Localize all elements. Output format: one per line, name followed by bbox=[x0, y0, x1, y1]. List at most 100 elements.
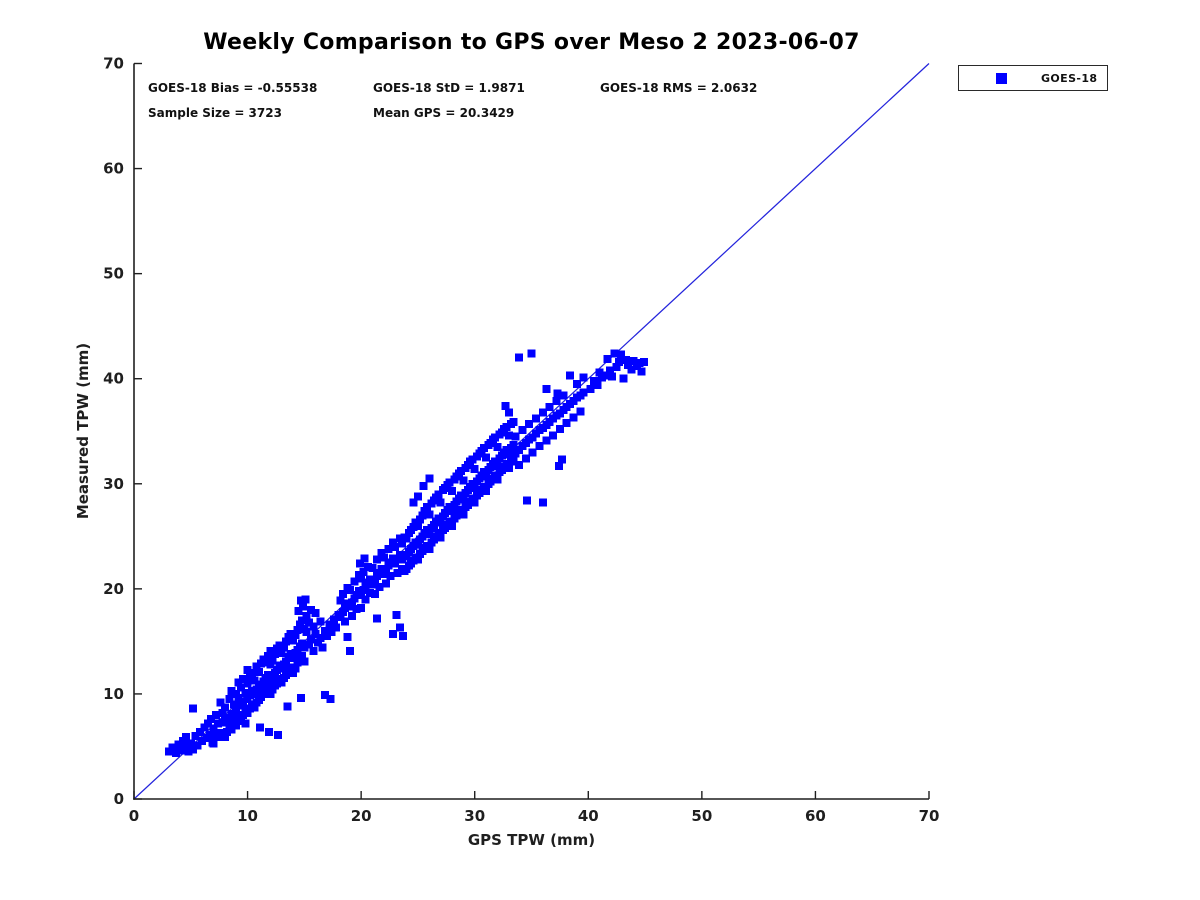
scatter-point bbox=[482, 487, 491, 496]
scatter-point bbox=[639, 357, 648, 366]
scatter-point bbox=[504, 464, 513, 473]
scatter-point bbox=[509, 417, 518, 426]
x-tick-label: 20 bbox=[351, 807, 372, 825]
scatter-point bbox=[307, 605, 316, 614]
scatter-point bbox=[402, 534, 411, 543]
scatter-point bbox=[229, 715, 238, 724]
scatter-point bbox=[521, 454, 530, 463]
scatter-point bbox=[338, 607, 347, 616]
scatter-point bbox=[214, 719, 223, 728]
scatter-point bbox=[320, 690, 329, 699]
scatter-point bbox=[491, 433, 500, 442]
scatter-point bbox=[392, 611, 401, 620]
scatter-point bbox=[295, 620, 304, 629]
scatter-point bbox=[361, 595, 370, 604]
scatter-point bbox=[398, 555, 407, 564]
scatter-point bbox=[250, 703, 259, 712]
scatter-point bbox=[527, 349, 536, 358]
scatter-point bbox=[382, 565, 391, 574]
scatter-point bbox=[307, 635, 316, 644]
scatter-point bbox=[493, 475, 502, 484]
scatter-point bbox=[398, 539, 407, 548]
scatter-point bbox=[504, 408, 513, 417]
scatter-point bbox=[236, 717, 245, 726]
chart-title: Weekly Comparison to GPS over Meso 2 202… bbox=[203, 30, 860, 55]
stat-mean-gps: Mean GPS = 20.3429 bbox=[373, 106, 515, 120]
scatter-point bbox=[248, 668, 257, 677]
scatter-point bbox=[239, 710, 248, 719]
scatter-point bbox=[195, 727, 204, 736]
x-tick-label: 30 bbox=[464, 807, 485, 825]
scatter-point bbox=[250, 689, 259, 698]
scatter-point bbox=[232, 705, 241, 714]
scatter-point bbox=[320, 626, 329, 635]
scatter-point bbox=[614, 357, 623, 366]
scatter-point bbox=[445, 478, 454, 487]
scatter-point bbox=[265, 727, 274, 736]
y-tick-label: 0 bbox=[114, 790, 124, 808]
y-tick-label: 30 bbox=[103, 475, 124, 493]
scatter-point bbox=[279, 643, 288, 652]
scatter-point bbox=[470, 483, 479, 492]
scatter-point bbox=[326, 695, 335, 704]
scatter-point bbox=[301, 595, 310, 604]
scatter-point bbox=[373, 555, 382, 564]
scatter-point bbox=[479, 468, 488, 477]
scatter-point bbox=[448, 487, 456, 496]
scatter-point bbox=[207, 715, 216, 724]
scatter-point bbox=[388, 630, 397, 639]
scatter-point bbox=[595, 368, 604, 377]
scatter-point bbox=[243, 695, 252, 704]
scatter-point bbox=[193, 741, 202, 750]
scatter-point bbox=[245, 704, 254, 713]
scatter-point bbox=[277, 678, 286, 687]
scatter-point bbox=[423, 526, 432, 535]
scatter-point bbox=[359, 568, 368, 577]
scatter-point bbox=[198, 737, 207, 746]
scatter-point bbox=[359, 585, 368, 594]
scatter-point bbox=[555, 425, 564, 434]
stat-sample-size: Sample Size = 3723 bbox=[148, 106, 282, 120]
scatter-point bbox=[379, 570, 388, 579]
scatter-point bbox=[236, 701, 245, 710]
scatter-point bbox=[325, 620, 334, 629]
scatter-point bbox=[375, 582, 384, 591]
scatter-point bbox=[425, 530, 434, 539]
scatter-point bbox=[270, 650, 279, 659]
scatter-point bbox=[332, 623, 341, 632]
x-tick-label: 10 bbox=[237, 807, 258, 825]
scatter-point bbox=[434, 529, 443, 538]
scatter-point bbox=[593, 381, 602, 390]
scatter-point bbox=[264, 671, 273, 680]
scatter-point bbox=[538, 498, 547, 507]
legend-box: GOES-18 bbox=[958, 65, 1108, 91]
scatter-point bbox=[479, 482, 488, 491]
scatter-point bbox=[434, 490, 443, 499]
scatter-point bbox=[384, 544, 393, 553]
scatter-point bbox=[491, 471, 500, 480]
scatter-point bbox=[234, 710, 243, 719]
scatter-point bbox=[366, 575, 375, 584]
scatter-point bbox=[200, 723, 209, 732]
scatter-point bbox=[225, 695, 234, 704]
x-tick-label: 70 bbox=[919, 807, 940, 825]
scatter-point bbox=[413, 555, 422, 564]
scatter-point bbox=[178, 737, 187, 746]
scatter-point bbox=[545, 403, 554, 412]
scatter-point bbox=[311, 630, 320, 639]
scatter-point bbox=[234, 694, 243, 703]
scatter-point bbox=[572, 379, 581, 388]
scatter-point bbox=[418, 511, 427, 520]
scatter-point bbox=[370, 576, 379, 585]
scatter-point bbox=[302, 627, 311, 636]
scatter-point bbox=[601, 371, 610, 380]
scatter-point bbox=[445, 517, 454, 526]
scatter-point bbox=[345, 646, 354, 655]
scatter-point bbox=[286, 650, 295, 659]
scatter-point bbox=[608, 372, 617, 381]
x-tick-label: 0 bbox=[129, 807, 139, 825]
scatter-point bbox=[502, 459, 511, 468]
scatter-point bbox=[232, 721, 241, 730]
scatter-point bbox=[291, 664, 300, 673]
